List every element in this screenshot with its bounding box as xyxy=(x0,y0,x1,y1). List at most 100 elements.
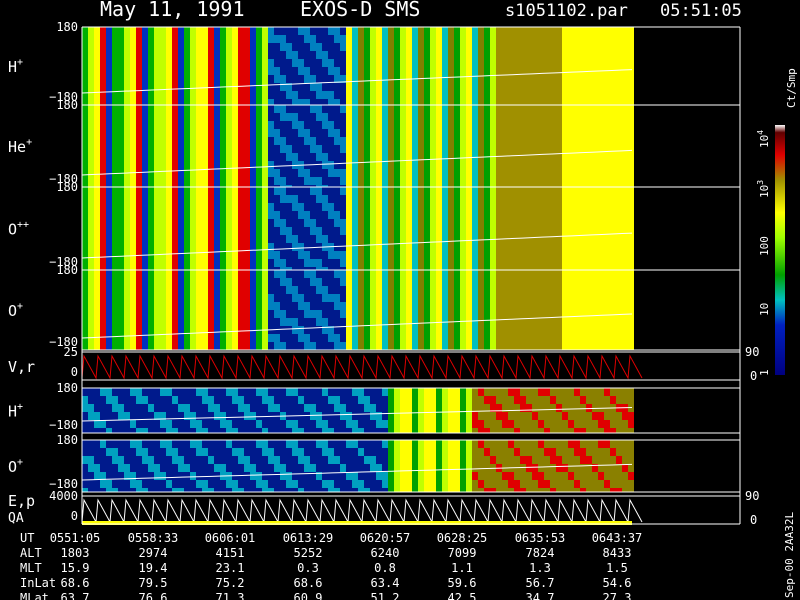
cell xyxy=(130,267,136,270)
cell xyxy=(100,145,106,153)
cell xyxy=(610,75,616,83)
cell xyxy=(304,472,310,480)
cell xyxy=(172,219,178,227)
cell xyxy=(232,286,238,294)
cell xyxy=(568,302,574,310)
cell xyxy=(178,83,184,91)
cell xyxy=(232,342,238,350)
cell xyxy=(418,243,424,251)
cell xyxy=(532,342,538,350)
cell xyxy=(136,161,142,169)
cell xyxy=(340,251,346,259)
cell xyxy=(430,121,436,129)
cell xyxy=(274,396,280,404)
cell xyxy=(484,420,490,428)
cell xyxy=(298,145,304,153)
cell xyxy=(118,294,124,302)
cell xyxy=(94,219,100,227)
cell xyxy=(454,420,460,428)
cell xyxy=(544,185,550,187)
cell xyxy=(574,145,580,153)
cell xyxy=(124,187,130,195)
cell xyxy=(622,27,628,35)
cell xyxy=(292,270,298,278)
cell xyxy=(232,219,238,227)
cell xyxy=(244,235,250,243)
cell xyxy=(610,310,616,318)
cell xyxy=(388,267,394,270)
cell xyxy=(472,480,478,488)
cell xyxy=(136,59,142,67)
cell xyxy=(598,302,604,310)
cell xyxy=(388,456,394,464)
cell xyxy=(568,270,574,278)
cell xyxy=(442,396,448,404)
cell xyxy=(190,318,196,326)
cell xyxy=(316,270,322,278)
cell xyxy=(328,137,334,145)
cell xyxy=(514,219,520,227)
cell xyxy=(616,99,622,105)
cell xyxy=(244,137,250,145)
cell xyxy=(100,396,106,404)
cell xyxy=(274,472,280,480)
cell xyxy=(610,302,616,310)
cell xyxy=(412,412,418,420)
cell xyxy=(268,121,274,129)
cell xyxy=(388,145,394,153)
cell xyxy=(298,464,304,472)
cell xyxy=(544,91,550,99)
cell xyxy=(382,227,388,235)
cell xyxy=(370,153,376,161)
cell xyxy=(394,310,400,318)
cell xyxy=(202,472,208,480)
cell xyxy=(178,129,184,137)
cell xyxy=(334,185,340,187)
cell xyxy=(430,161,436,169)
cell xyxy=(430,105,436,113)
cell xyxy=(478,161,484,169)
cell xyxy=(100,203,106,211)
cell xyxy=(466,480,472,488)
cell xyxy=(538,195,544,203)
cell xyxy=(166,456,172,464)
cell xyxy=(94,318,100,326)
cell xyxy=(520,67,526,75)
cell xyxy=(238,91,244,99)
cell xyxy=(442,404,448,412)
cell xyxy=(124,59,130,67)
cell xyxy=(412,137,418,145)
cell xyxy=(322,251,328,259)
cell xyxy=(268,404,274,412)
cell xyxy=(334,113,340,121)
cell xyxy=(526,59,532,67)
cell xyxy=(232,67,238,75)
cell xyxy=(232,195,238,203)
cell xyxy=(520,99,526,105)
cell xyxy=(592,211,598,219)
cell xyxy=(352,121,358,129)
cell xyxy=(166,121,172,129)
cell xyxy=(532,448,538,456)
cell xyxy=(436,105,442,113)
cell xyxy=(274,488,280,492)
cell xyxy=(388,464,394,472)
cell xyxy=(442,67,448,75)
cell xyxy=(316,129,322,137)
cell xyxy=(442,480,448,488)
cell xyxy=(214,326,220,334)
cell xyxy=(460,211,466,219)
cell xyxy=(568,203,574,211)
cell xyxy=(586,270,592,278)
cell xyxy=(496,251,502,259)
cell xyxy=(364,412,370,420)
cell xyxy=(574,326,580,334)
cell xyxy=(142,270,148,278)
cell xyxy=(604,310,610,318)
cell xyxy=(418,211,424,219)
cell xyxy=(394,448,400,456)
cell xyxy=(418,480,424,488)
cell xyxy=(448,169,454,177)
cell xyxy=(394,27,400,35)
cell xyxy=(550,388,556,396)
